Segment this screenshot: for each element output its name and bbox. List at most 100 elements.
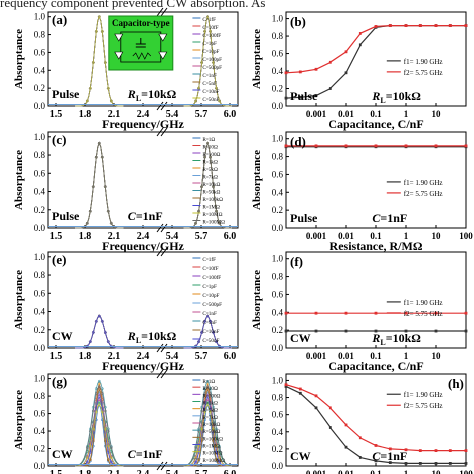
y-tick-label: 0.2 <box>272 205 283 215</box>
series-point <box>215 429 218 433</box>
legend-entry: f2= 5.75 GHz <box>404 190 443 198</box>
legend-entry: R=100Ω <box>202 393 220 399</box>
legend-entry: R=100MΩ <box>202 220 225 226</box>
series-point <box>464 311 468 315</box>
y-tick-label: 0.4 <box>34 426 46 436</box>
series-point <box>284 144 288 148</box>
x-tick-label: 0.01 <box>338 109 354 119</box>
series-point <box>298 95 302 99</box>
x-tick-label: 0.01 <box>338 351 354 361</box>
series-point <box>106 429 110 433</box>
legend-entry: C=5nF <box>202 81 217 87</box>
y-tick-label: 0.0 <box>272 343 284 353</box>
diode-icon <box>158 33 168 42</box>
series-point <box>194 446 197 450</box>
series-point <box>203 319 206 323</box>
axis-break-mark <box>156 101 164 111</box>
legend-entry: f1= 1.90 GHz <box>404 58 443 66</box>
legend-entry: C=50nF <box>202 338 219 344</box>
series-line <box>183 387 232 467</box>
axis-break-mark <box>156 343 164 353</box>
axis-break-mark <box>156 127 164 137</box>
y-tick-label: 1.0 <box>272 14 284 24</box>
y-tick-label: 0.2 <box>34 83 45 93</box>
x-tick-label: 6.0 <box>224 109 237 120</box>
series-point <box>328 87 332 90</box>
series-point <box>106 340 110 344</box>
series-point <box>200 331 203 334</box>
param-label: RL=10kΩ <box>127 329 177 345</box>
y-tick-label: 0.8 <box>272 272 284 282</box>
series-point <box>418 24 422 27</box>
legend-entry: R=5kΩ <box>202 408 218 414</box>
series-point <box>314 67 318 71</box>
legend-entry: f2= 5.75 GHz <box>404 310 443 318</box>
x-tick-label: 1 <box>404 231 409 241</box>
series-point <box>91 427 95 431</box>
series-point <box>464 329 468 333</box>
series-point <box>404 329 408 333</box>
series-point <box>100 392 104 395</box>
x-tick-label: 1.8 <box>79 109 92 120</box>
series-point <box>344 311 348 315</box>
series-point <box>374 444 378 447</box>
x-tick-label: 5.4 <box>166 469 179 474</box>
series-point <box>203 410 206 414</box>
y-tick-label: 0.4 <box>272 66 284 76</box>
panel-label: (d) <box>290 134 306 149</box>
series-point <box>109 99 113 103</box>
mode-label: CW <box>52 329 73 343</box>
bridge-outline <box>120 31 162 63</box>
series-point <box>344 423 348 427</box>
series-point <box>298 391 302 395</box>
legend-entry: R=1MΩ <box>202 444 220 450</box>
x-tick-label: 2.1 <box>108 351 121 362</box>
legend-entry: R=100kΩ <box>202 197 223 203</box>
series-point <box>328 406 332 410</box>
mode-label: Pulse <box>52 209 80 223</box>
series-point <box>212 185 215 189</box>
series-point <box>344 50 348 54</box>
legend-entry: R=10MΩ <box>202 212 222 218</box>
y-tick-label: 1.0 <box>272 254 284 264</box>
legend-entry: C=10pF <box>202 49 219 55</box>
series-point <box>284 383 288 387</box>
x-tick-label: 2.1 <box>108 469 121 474</box>
legend-entry: C=50nF <box>202 97 219 103</box>
series-point <box>464 462 468 465</box>
x-tick-label: 0.001 <box>306 351 327 361</box>
x-tick-label: 0.01 <box>338 469 354 474</box>
x-tick-label: 10 <box>432 469 442 474</box>
series-point <box>464 24 468 27</box>
series-point <box>404 311 408 315</box>
series-point <box>218 456 221 460</box>
series-point <box>328 60 332 64</box>
series-point <box>88 458 92 462</box>
series-point <box>106 86 110 90</box>
axis-break-mark <box>156 7 164 17</box>
mode-label: Pulse <box>52 87 80 101</box>
legend-entry: f1= 1.90 GHz <box>404 391 443 399</box>
legend-entry: f1= 1.90 GHz <box>404 299 443 307</box>
series-line <box>183 315 232 349</box>
y-tick-label: 1.0 <box>34 132 46 142</box>
y-tick-label: 0.2 <box>272 325 283 335</box>
series-point <box>200 61 203 64</box>
series-point <box>374 25 378 28</box>
series-line <box>75 15 124 107</box>
series-point <box>434 449 438 452</box>
x-tick-label: 2.4 <box>137 109 150 120</box>
legend-entry: R=1MΩ <box>202 205 220 211</box>
axis-break-mark <box>160 7 168 17</box>
series-point <box>314 311 318 315</box>
series-point <box>209 319 212 323</box>
panel-f: 0.0 0.2 0.4 0.6 0.8 1.0 0.001 0.01 0.1 1 10 f1= 1.9… <box>251 251 468 373</box>
axis-break-mark <box>160 369 168 379</box>
x-tick-label: 1.8 <box>79 231 92 242</box>
series-line <box>183 401 232 467</box>
y-axis-label: Absorptance <box>13 270 25 330</box>
mode-label: CW <box>52 447 73 461</box>
series-line <box>183 396 232 467</box>
series-point <box>314 94 318 97</box>
panel-label: (h) <box>448 376 464 391</box>
